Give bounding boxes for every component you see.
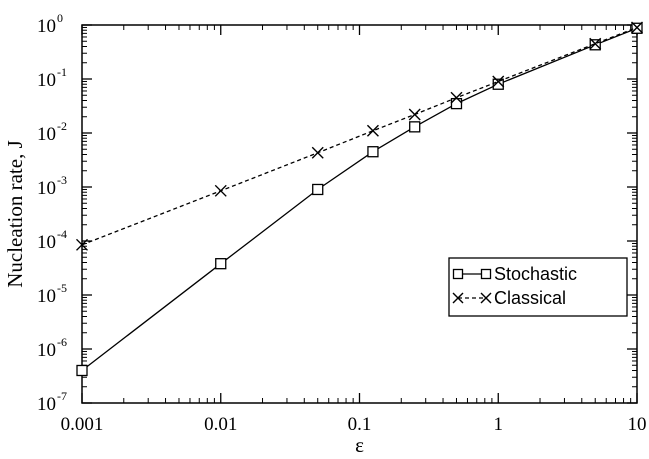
y-tick-label: 10 bbox=[37, 16, 56, 37]
x-tick-label: 0.001 bbox=[61, 414, 104, 435]
series-layer bbox=[76, 21, 643, 377]
cross-stroke bbox=[76, 238, 88, 251]
data-point-classical bbox=[492, 75, 505, 88]
data-point-classical bbox=[631, 21, 643, 34]
data-point-stochastic bbox=[409, 121, 421, 133]
x-axis-title: ε bbox=[355, 433, 364, 457]
y-tick-label: 10 bbox=[37, 394, 56, 415]
y-tick-exponent: 0 bbox=[57, 11, 63, 25]
y-tick-exponent: -2 bbox=[57, 119, 67, 133]
legend: Stochastic Classical bbox=[448, 257, 628, 317]
legend-label-stochastic: Stochastic bbox=[494, 264, 577, 284]
legend-item-stochastic: Stochastic bbox=[452, 264, 577, 284]
x-tick-label: 0.01 bbox=[204, 414, 237, 435]
y-tick-exponent: -7 bbox=[57, 389, 67, 403]
legend-marker bbox=[452, 268, 464, 280]
data-point-classical bbox=[76, 238, 88, 251]
data-point-classical bbox=[311, 146, 324, 159]
data-point-stochastic bbox=[589, 39, 601, 51]
y-tick-exponent: -1 bbox=[57, 65, 67, 79]
cross-stroke bbox=[366, 124, 379, 137]
y-axis-title: Nucleation rate, J bbox=[3, 140, 27, 288]
y-tick-label: 10 bbox=[37, 286, 56, 307]
y-tick-exponent: -3 bbox=[57, 173, 67, 187]
cross-stroke bbox=[452, 292, 464, 304]
series-stochastic bbox=[76, 22, 643, 377]
data-point-classical bbox=[366, 124, 379, 137]
legend-marker bbox=[480, 268, 492, 280]
data-point-stochastic bbox=[312, 183, 324, 196]
y-tick-exponent: -5 bbox=[57, 281, 67, 295]
x-tick-label: 10 bbox=[628, 414, 647, 435]
data-point-classical bbox=[214, 184, 227, 197]
legend-marker bbox=[480, 292, 492, 304]
cross-stroke bbox=[480, 292, 492, 304]
y-tick-exponent: -4 bbox=[57, 227, 67, 241]
y-tick-label: 10 bbox=[37, 70, 56, 91]
cross-stroke bbox=[450, 91, 463, 104]
cross-stroke bbox=[408, 108, 421, 121]
cross-stroke bbox=[589, 37, 602, 50]
legend-marker bbox=[452, 292, 464, 304]
data-point-stochastic bbox=[367, 146, 379, 158]
data-point-stochastic bbox=[76, 364, 88, 377]
series-line-stochastic bbox=[81, 27, 638, 372]
cross-stroke bbox=[214, 184, 227, 197]
legend-box bbox=[448, 257, 628, 317]
x-tick-label: 1 bbox=[494, 414, 504, 435]
y-tick-label: 10 bbox=[37, 340, 56, 361]
data-point-classical bbox=[450, 91, 463, 104]
legend-item-classical: Classical bbox=[452, 288, 566, 308]
data-point-classical bbox=[408, 108, 421, 121]
data-point-stochastic bbox=[492, 78, 504, 90]
series-classical bbox=[76, 21, 643, 251]
x-tick-label: 0.1 bbox=[348, 414, 372, 435]
y-tick-exponent: -6 bbox=[57, 335, 67, 349]
cross-stroke bbox=[492, 75, 505, 88]
y-tick-label: 10 bbox=[37, 232, 56, 253]
cross-stroke bbox=[631, 21, 643, 34]
y-tick-label: 10 bbox=[37, 124, 56, 145]
legend-label-classical: Classical bbox=[494, 288, 566, 308]
plot-frame-layer bbox=[81, 24, 638, 404]
y-tick-label: 10 bbox=[37, 178, 56, 199]
series-line-classical bbox=[81, 26, 638, 246]
cross-stroke bbox=[311, 146, 324, 159]
data-point-stochastic bbox=[450, 97, 463, 110]
data-point-stochastic bbox=[215, 258, 227, 270]
data-point-classical bbox=[589, 37, 602, 50]
plot-frame bbox=[81, 24, 638, 404]
